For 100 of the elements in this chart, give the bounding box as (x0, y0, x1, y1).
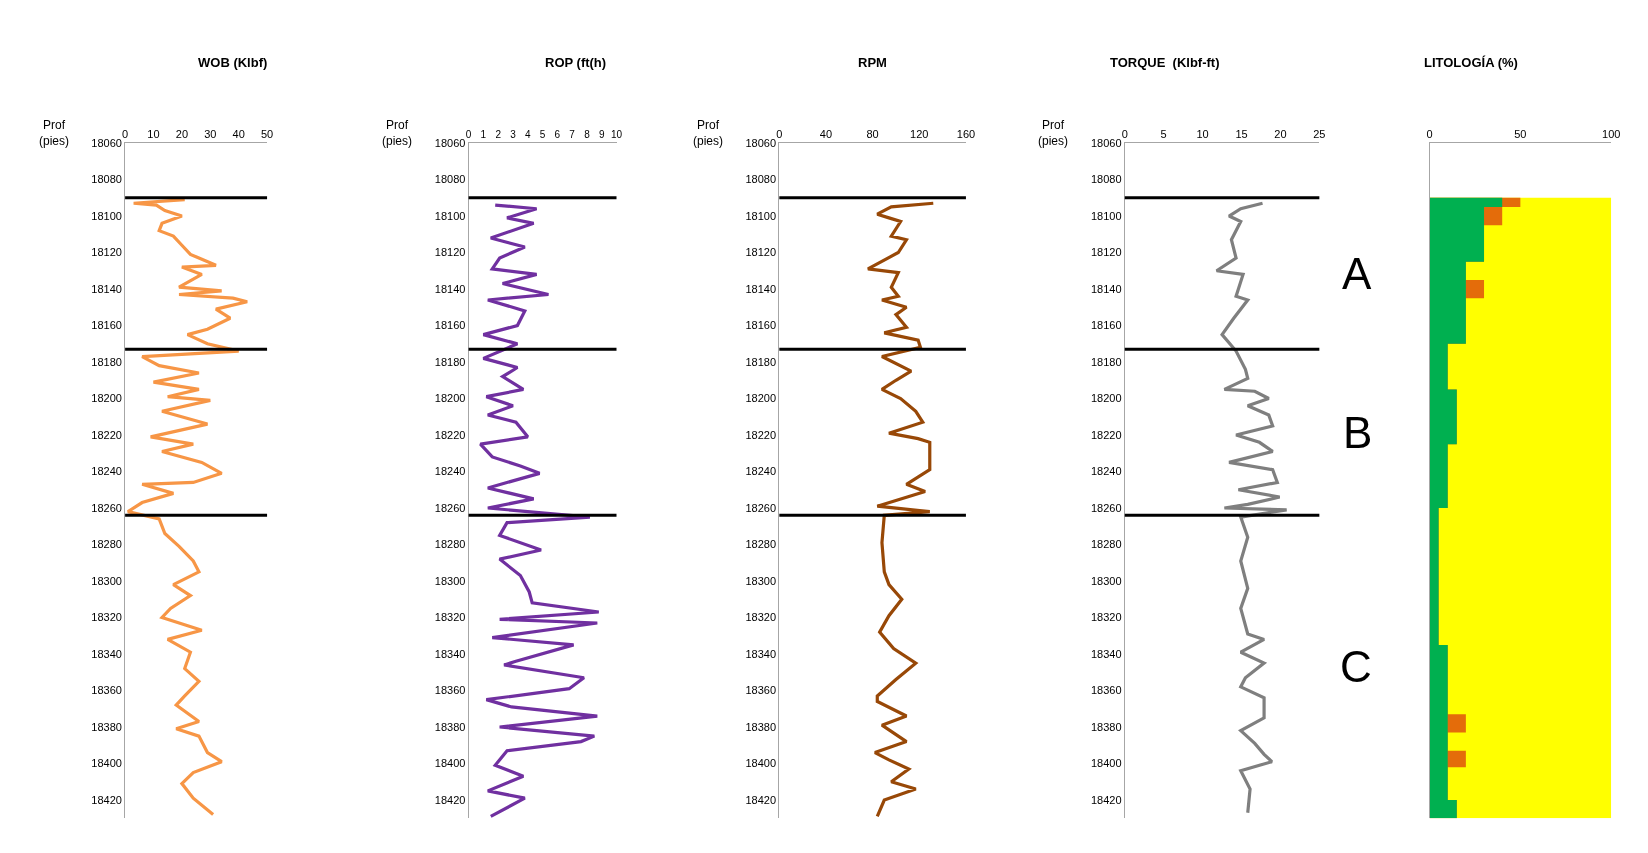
y-tick-label: 18300 (1090, 574, 1122, 587)
x-tick-label: 8 (584, 129, 591, 141)
y-tick-label: 18340 (91, 647, 122, 660)
y-tick-label: 18100 (91, 209, 122, 222)
y-tick-label: 18300 (434, 574, 466, 587)
y-tick-label: 18200 (1090, 392, 1122, 405)
y-tick-label: 18160 (745, 319, 777, 332)
y-tick-label: 18420 (745, 793, 777, 806)
y-tick-label: 18060 (745, 136, 777, 149)
y-tick-label: 18360 (434, 684, 466, 697)
y-tick-label: 18060 (434, 136, 466, 149)
y-tick-label: 18340 (1090, 647, 1122, 660)
x-tick-label: 160 (956, 127, 976, 140)
y-tick-label: 18340 (434, 647, 466, 660)
y-tick-label: 18400 (1090, 757, 1122, 770)
x-tick-label: 30 (204, 127, 217, 140)
text: C (1340, 642, 1372, 691)
y-tick-label: 18340 (745, 647, 777, 660)
x-tick-label: 0 (1121, 127, 1128, 140)
x-tick-label: 120 (910, 127, 929, 140)
chart-title: TORQUE (Klbf-ft) (1110, 55, 1220, 70)
x-tick-label: 5 (539, 129, 546, 141)
y-tick-label: 18200 (745, 392, 777, 405)
y-tick-label: 18120 (91, 246, 122, 259)
y-tick-label: 18220 (745, 428, 777, 441)
y-tick-label: 18180 (434, 355, 466, 368)
y-tick-label: 18320 (1090, 611, 1122, 624)
chart-title: WOB (Klbf) (198, 55, 268, 70)
x-tick-label: 10 (147, 127, 160, 140)
y-axis-title: Prof (pies) (382, 118, 413, 148)
x-tick-label: 0 (776, 127, 783, 140)
y-tick-label: 18280 (745, 538, 777, 551)
text: A (1342, 249, 1372, 298)
y-tick-label: 18280 (434, 538, 466, 551)
y-tick-label: 18180 (1090, 355, 1122, 368)
x-tick-label: 6 (554, 129, 561, 141)
y-tick-label: 18320 (434, 611, 466, 624)
y-tick-label: 18240 (745, 465, 777, 478)
y-tick-label: 18120 (745, 246, 777, 259)
y-tick-label: 18320 (91, 611, 122, 624)
x-tick-label: 100 (1602, 127, 1621, 140)
y-tick-label: 18100 (434, 209, 466, 222)
y-tick-label: 18140 (434, 282, 466, 295)
y-tick-label: 18280 (1090, 538, 1122, 551)
x-tick-label: 20 (1274, 127, 1287, 140)
x-tick-label: 7 (569, 129, 576, 141)
y-tick-label: 18100 (745, 209, 777, 222)
x-tick-label: 50 (260, 127, 274, 140)
y-tick-label: 18140 (1090, 282, 1122, 295)
y-tick-label: 18240 (434, 465, 466, 478)
y-tick-label: 18300 (91, 574, 122, 587)
x-tick-label: 2 (495, 129, 502, 141)
y-tick-label: 18360 (1090, 684, 1122, 697)
y-tick-label: 18060 (91, 136, 122, 149)
x-tick-label: 4 (524, 129, 531, 141)
y-tick-label: 18420 (434, 793, 466, 806)
y-tick-label: 18160 (91, 319, 122, 332)
y-tick-label: 18180 (745, 355, 777, 368)
y-tick-label: 18160 (434, 319, 466, 332)
y-tick-label: 18220 (1090, 428, 1122, 441)
y-tick-label: 18320 (745, 611, 777, 624)
x-tick-label: 9 (598, 129, 605, 141)
y-tick-label: 18420 (1090, 793, 1122, 806)
x-tick-label: 1 (480, 129, 487, 141)
y-tick-label: 18080 (1090, 173, 1122, 186)
x-tick-label: 40 (232, 127, 245, 140)
y-tick-label: 18160 (1090, 319, 1122, 332)
y-tick-label: 18120 (1090, 246, 1122, 259)
chart-title: RPM (858, 55, 887, 70)
y-axis-title: Prof (pies) (39, 118, 70, 148)
x-tick-label: 15 (1235, 127, 1248, 140)
y-tick-label: 18240 (91, 465, 122, 478)
y-tick-label: 18260 (434, 501, 466, 514)
x-tick-label: 3 (510, 129, 517, 141)
y-axis-title: Prof (pies) (693, 118, 724, 148)
y-tick-label: 18080 (745, 173, 777, 186)
y-tick-label: 18060 (1090, 136, 1122, 149)
x-tick-label: 10 (610, 129, 623, 141)
y-tick-label: 18260 (745, 501, 777, 514)
y-tick-label: 18180 (91, 355, 122, 368)
y-tick-label: 18100 (1090, 209, 1122, 222)
y-tick-label: 18140 (745, 282, 777, 295)
y-tick-label: 18300 (745, 574, 777, 587)
chart-title: LITOLOGÍA (%) (1424, 55, 1518, 70)
y-tick-label: 18240 (1090, 465, 1122, 478)
y-tick-label: 18080 (434, 173, 466, 186)
x-tick-label: 40 (819, 127, 833, 140)
x-tick-label: 0 (1426, 127, 1433, 140)
chart-title: ROP (ft(h) (545, 55, 607, 70)
y-tick-label: 18280 (91, 538, 122, 551)
y-tick-label: 18120 (434, 246, 466, 259)
y-tick-label: 18380 (434, 720, 466, 733)
y-tick-label: 18400 (91, 757, 122, 770)
y-tick-label: 18200 (91, 392, 122, 405)
x-tick-label: 20 (175, 127, 189, 140)
y-tick-label: 18360 (91, 684, 122, 697)
y-tick-label: 18380 (745, 720, 777, 733)
y-tick-label: 18420 (91, 793, 122, 806)
y-tick-label: 18380 (91, 720, 122, 733)
x-tick-label: 10 (1196, 127, 1209, 140)
